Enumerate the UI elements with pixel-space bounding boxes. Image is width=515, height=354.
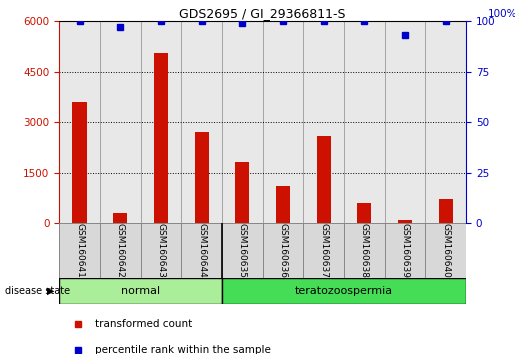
Bar [439, 200, 453, 223]
Text: GSM160642: GSM160642 [116, 223, 125, 278]
Text: GSM160644: GSM160644 [197, 223, 206, 278]
Text: GSM160636: GSM160636 [279, 223, 287, 278]
Text: GSM160640: GSM160640 [441, 223, 450, 278]
Bar [344, 21, 385, 223]
Bar [303, 21, 344, 223]
Bar [263, 21, 303, 223]
Bar [398, 220, 412, 223]
Text: teratozoospermia: teratozoospermia [295, 286, 393, 296]
Bar [263, 223, 303, 278]
Bar [100, 223, 141, 278]
Title: GDS2695 / GI_29366811-S: GDS2695 / GI_29366811-S [179, 7, 346, 20]
Text: percentile rank within the sample: percentile rank within the sample [95, 345, 271, 354]
Bar [154, 53, 168, 223]
Text: normal: normal [121, 286, 160, 296]
Text: GSM160641: GSM160641 [75, 223, 84, 278]
Bar [235, 162, 249, 223]
Bar [59, 278, 222, 304]
Bar [344, 223, 385, 278]
Text: ▶: ▶ [46, 286, 54, 296]
Bar [73, 102, 87, 223]
Bar [276, 186, 290, 223]
Text: GSM160639: GSM160639 [401, 223, 409, 278]
Bar [141, 21, 181, 223]
Text: GSM160643: GSM160643 [157, 223, 165, 278]
Bar [385, 223, 425, 278]
Bar [425, 21, 466, 223]
Bar [181, 223, 222, 278]
Bar [222, 223, 263, 278]
Bar [181, 21, 222, 223]
Bar [113, 213, 127, 223]
Bar [303, 223, 344, 278]
Bar [59, 21, 100, 223]
Bar [222, 21, 263, 223]
Text: GSM160635: GSM160635 [238, 223, 247, 278]
Text: GSM160637: GSM160637 [319, 223, 328, 278]
Bar [195, 132, 209, 223]
Bar [59, 223, 100, 278]
Bar [141, 223, 181, 278]
Text: GSM160638: GSM160638 [360, 223, 369, 278]
Bar [357, 203, 371, 223]
Y-axis label: 100%: 100% [488, 9, 515, 19]
Bar [317, 136, 331, 223]
Bar [385, 21, 425, 223]
Bar [222, 278, 466, 304]
Text: disease state: disease state [5, 286, 70, 296]
Text: transformed count: transformed count [95, 319, 192, 329]
Bar [425, 223, 466, 278]
Bar [100, 21, 141, 223]
